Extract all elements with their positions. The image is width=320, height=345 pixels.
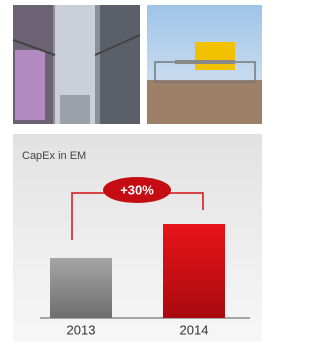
bar (50, 258, 112, 318)
x-tick-label: 2013 (67, 322, 96, 337)
warehouse-photo (13, 5, 140, 124)
annotation: +30% (120, 182, 154, 197)
construction-photo (147, 5, 262, 124)
page: CapEx in EM +30% 2013 2014 (0, 0, 262, 345)
x-tick-label: 2014 (180, 322, 209, 337)
chart-title: CapEx in EM (22, 150, 86, 162)
bar (163, 224, 225, 318)
